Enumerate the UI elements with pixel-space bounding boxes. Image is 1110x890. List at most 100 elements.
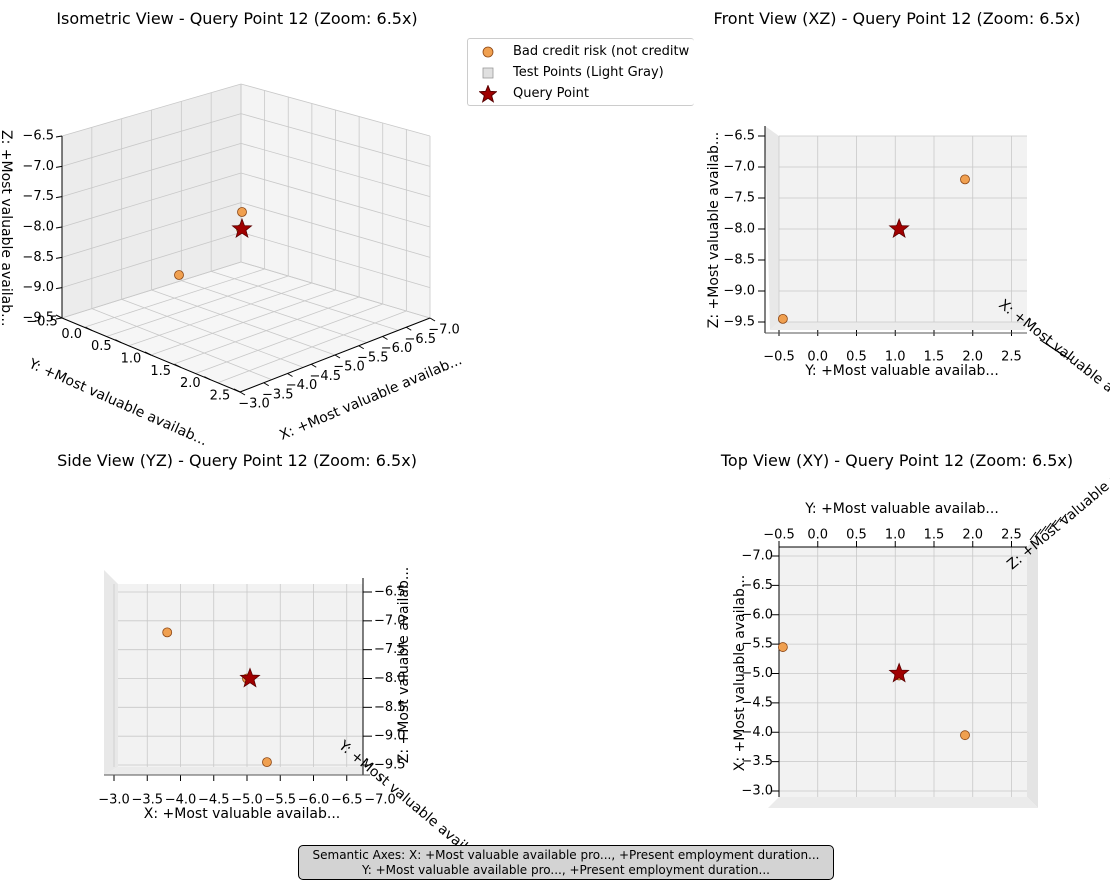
side-floor-pane — [104, 767, 363, 775]
iso-y-tick — [174, 363, 181, 368]
iso-rightwall-gridline — [240, 142, 431, 198]
side-z-tick-label: −6.5 — [374, 585, 406, 600]
top-y-tick-label: −3.0 — [741, 784, 773, 799]
top-x-tick-label: 1.0 — [885, 528, 906, 543]
top-y-tick-label: −6.5 — [741, 578, 773, 593]
iso-x-tick-label: −7.0 — [428, 323, 460, 338]
iso-y-tick-label: 2.0 — [180, 376, 201, 391]
iso-rightwall-gridline — [240, 113, 431, 167]
iso-y-tick-label: 0.0 — [61, 327, 82, 342]
iso-y-axis-label: Y: +Most valuable availab... — [25, 356, 209, 450]
top-x-axis-label: Y: +Most valuable availab... — [804, 501, 999, 517]
iso-y-tick — [85, 326, 92, 331]
front-query-point — [888, 217, 910, 239]
square-marker-icon — [482, 67, 494, 79]
front-x-axis-label: Y: +Most valuable availab... — [804, 363, 999, 379]
title-side: Side View (YZ) - Query Point 12 (Zoom: 6… — [57, 451, 417, 470]
top-query-point — [888, 662, 910, 683]
iso-query-point — [231, 217, 253, 239]
top-side-tick — [1044, 522, 1052, 532]
iso-rightwall-gridline — [240, 202, 431, 258]
side-z-tick-label: −8.5 — [374, 700, 406, 715]
top-x-tick-label: 0.5 — [846, 528, 867, 543]
iso-leftwall-gridline — [61, 231, 242, 289]
iso-leftwall-gridline — [61, 172, 242, 228]
iso-z-tick — [55, 165, 63, 168]
iso-y-tick-label: −0.5 — [26, 315, 58, 330]
side-z-tick-label: −7.5 — [374, 642, 406, 657]
side-x-tick-label: −3.0 — [98, 793, 130, 808]
title-top: Top View (XY) - Query Point 12 (Zoom: 6.… — [720, 451, 1073, 470]
side-x-tick-label: −4.5 — [198, 793, 230, 808]
iso-y-tick — [233, 388, 241, 393]
top-x-tick-label: −0.5 — [763, 528, 795, 543]
front-bad-credit-point — [777, 313, 788, 324]
iso-z-tick — [55, 226, 63, 229]
front-y-axis-label: Z: +Most valuable availab... — [706, 132, 722, 328]
semantic-axes-line-1: Semantic Axes: X: +Most valuable availab… — [312, 848, 820, 862]
star-marker-icon — [479, 85, 497, 103]
side-y-axis-label: Z: +Most valuable availab... — [396, 567, 412, 763]
iso-floor-gridline — [121, 298, 304, 368]
legend: Bad credit risk (not creditw Test Points… — [467, 38, 694, 106]
iso-z-tick — [55, 256, 63, 259]
iso-z-tick-label: −7.5 — [22, 189, 54, 204]
iso-x-tick — [334, 354, 341, 359]
semantic-axes-box: Semantic Axes: X: +Most valuable availab… — [298, 845, 834, 880]
front-z-tick-label: −7.5 — [723, 191, 755, 206]
side-z-tick-label: −8.0 — [374, 671, 406, 686]
top-side-tick — [1039, 525, 1047, 535]
front-side-tick — [1060, 353, 1072, 361]
iso-rightwall-gridline — [240, 231, 431, 289]
side-x-tick-label: −4.0 — [165, 793, 197, 808]
iso-floor-pane — [62, 262, 430, 392]
legend-label-bad-credit: Bad credit risk (not creditw — [513, 44, 690, 59]
front-z-tick-label: −7.0 — [723, 160, 755, 175]
iso-z-tick-label: −8.0 — [22, 220, 54, 235]
semantic-axes-line-2: Y: +Most valuable available pro..., +Pre… — [362, 863, 770, 877]
side-z-tick-label: −9.0 — [374, 729, 406, 744]
title-front: Front View (XZ) - Query Point 12 (Zoom: … — [714, 9, 1081, 28]
iso-x-tick — [263, 382, 270, 387]
iso-floor-gridline — [211, 270, 399, 331]
top-y-tick-label: −4.0 — [741, 725, 773, 740]
iso-x-tick-label: −5.0 — [333, 360, 365, 375]
side-z-tick-label: −7.0 — [374, 613, 406, 628]
top-y-tick-label: −5.0 — [741, 666, 773, 681]
front-floor-pane — [770, 322, 1027, 330]
iso-y-tick-label: 1.0 — [121, 352, 142, 367]
iso-z-tick-label: −9.5 — [22, 311, 54, 326]
legend-item-query-point: Query Point — [468, 84, 694, 104]
title-isometric: Isometric View - Query Point 12 (Zoom: 6… — [56, 9, 417, 28]
iso-x-tick — [310, 363, 317, 368]
iso-x-tick-label: −3.5 — [262, 387, 294, 402]
iso-z-tick — [55, 317, 63, 320]
iso-leftwall-gridline — [61, 261, 242, 319]
iso-x-tick — [429, 317, 436, 322]
iso-x-tick-label: −4.5 — [309, 369, 341, 384]
iso-z-tick-label: −6.5 — [22, 129, 54, 144]
iso-x-tick — [405, 326, 412, 331]
iso-leftwall-gridline — [61, 202, 242, 258]
legend-item-test-points: Test Points (Light Gray) — [468, 63, 694, 83]
iso-z-tick-label: −9.0 — [22, 280, 54, 295]
top-y-tick-label: −6.0 — [741, 607, 773, 622]
iso-y-tick — [55, 314, 63, 319]
top-x-tick-label: 1.5 — [924, 528, 945, 543]
front-z-tick-label: −9.0 — [723, 284, 755, 299]
side-x-tick-label: −3.5 — [131, 793, 163, 808]
iso-z-axis-label: Z: +Most valuable availab... — [0, 130, 14, 326]
iso-x-tick-label: −4.0 — [286, 378, 318, 393]
front-z-tick-label: −9.5 — [723, 315, 755, 330]
iso-z-tick — [55, 196, 63, 199]
front-x-tick-label: 0.0 — [807, 350, 828, 365]
iso-x-tick — [382, 336, 388, 340]
front-x-tick-label: 0.5 — [846, 350, 867, 365]
iso-rightwall-gridline — [240, 172, 431, 228]
iso-leftwall-gridline — [61, 113, 242, 167]
iso-x-tick-label: −6.5 — [404, 332, 436, 347]
iso-x-tick-label: −6.0 — [381, 341, 413, 356]
top-side-tick — [1054, 516, 1062, 526]
top-y-axis-label: X: +Most valuable availab... — [732, 575, 748, 771]
